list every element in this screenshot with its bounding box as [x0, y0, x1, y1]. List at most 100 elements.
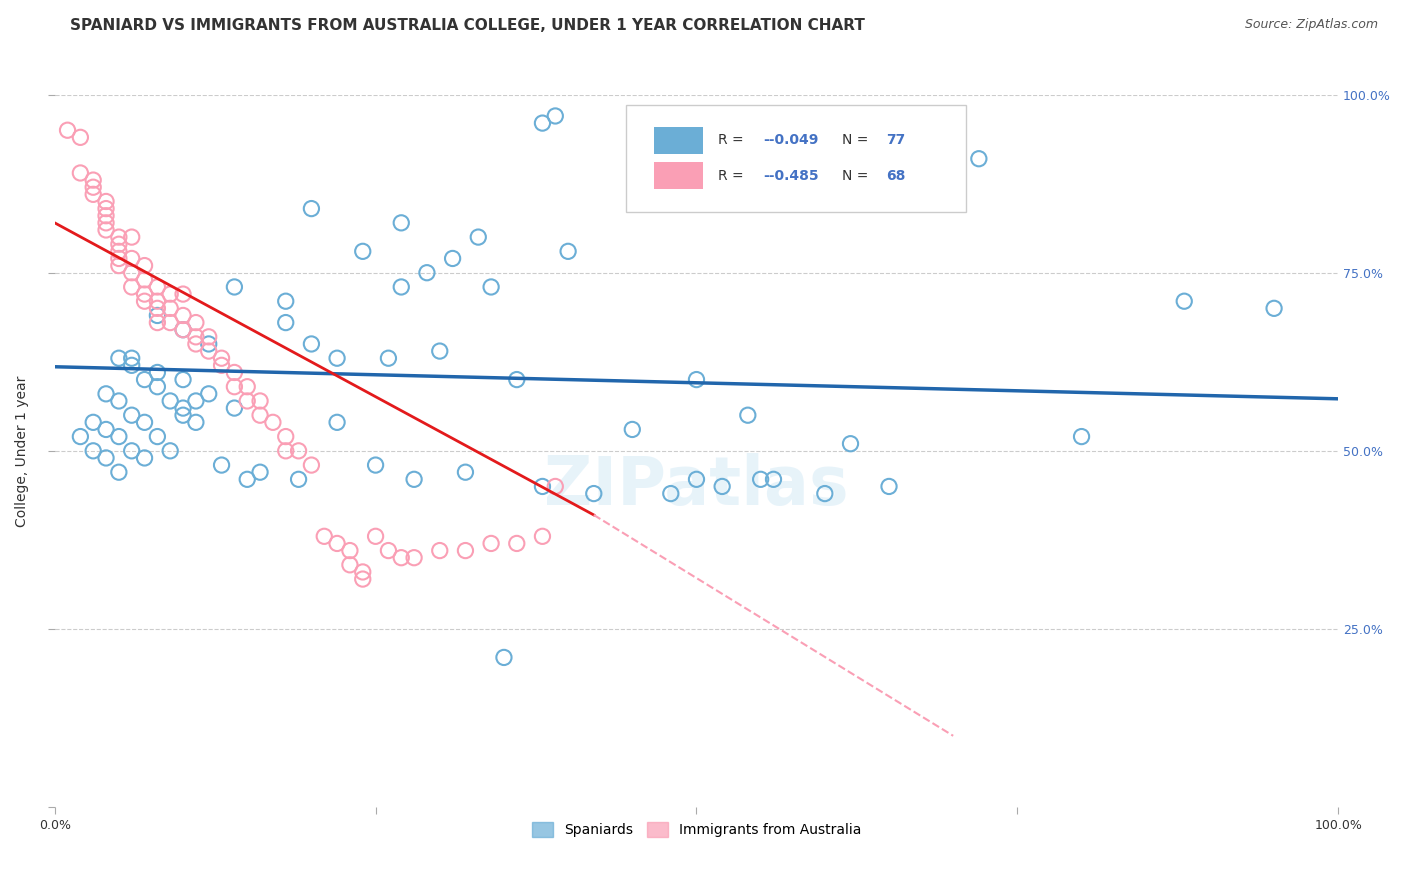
Point	[184, 330, 207, 344]
Point	[108, 230, 131, 244]
Text: SPANIARD VS IMMIGRANTS FROM AUSTRALIA COLLEGE, UNDER 1 YEAR CORRELATION CHART: SPANIARD VS IMMIGRANTS FROM AUSTRALIA CO…	[70, 18, 865, 33]
Point	[69, 166, 91, 180]
Point	[184, 337, 207, 351]
Point	[134, 450, 156, 465]
Point	[108, 244, 131, 259]
Point	[224, 366, 246, 380]
Point	[839, 436, 862, 450]
Legend: Spaniards, Immigrants from Australia: Spaniards, Immigrants from Australia	[526, 817, 866, 843]
Point	[352, 244, 374, 259]
Point	[121, 230, 143, 244]
Point	[159, 443, 181, 458]
Point	[506, 536, 529, 550]
Point	[814, 486, 837, 500]
Point	[339, 543, 361, 558]
Point	[659, 486, 682, 500]
Point	[69, 429, 91, 443]
Point	[134, 415, 156, 429]
Point	[146, 280, 169, 294]
Point	[108, 394, 131, 409]
Point	[1173, 294, 1195, 309]
Point	[364, 529, 387, 543]
Point	[82, 173, 104, 187]
Point	[389, 550, 412, 565]
Point	[197, 344, 219, 359]
Point	[146, 380, 169, 394]
Point	[364, 458, 387, 472]
Point	[389, 216, 412, 230]
Point	[211, 458, 233, 472]
Point	[94, 422, 117, 436]
Point	[339, 558, 361, 572]
Point	[197, 337, 219, 351]
Point	[274, 316, 297, 330]
Point	[249, 408, 271, 422]
Point	[749, 472, 772, 486]
Point	[454, 465, 477, 479]
Point	[326, 351, 349, 366]
Point	[94, 387, 117, 401]
Point	[299, 337, 322, 351]
Point	[172, 287, 194, 301]
Point	[146, 301, 169, 316]
Point	[557, 244, 579, 259]
Point	[108, 259, 131, 273]
Point	[184, 394, 207, 409]
Point	[506, 373, 529, 387]
Point	[172, 309, 194, 323]
Y-axis label: College, Under 1 year: College, Under 1 year	[15, 376, 30, 526]
Point	[249, 394, 271, 409]
Point	[429, 543, 451, 558]
Point	[441, 252, 464, 266]
Text: --0.485: --0.485	[763, 169, 818, 183]
Point	[582, 486, 605, 500]
Point	[531, 529, 554, 543]
Point	[492, 650, 515, 665]
Point	[454, 543, 477, 558]
Point	[429, 344, 451, 359]
FancyBboxPatch shape	[654, 127, 703, 153]
Point	[224, 401, 246, 415]
Point	[172, 408, 194, 422]
Point	[108, 252, 131, 266]
Point	[377, 543, 399, 558]
Point	[108, 351, 131, 366]
Text: R =: R =	[718, 133, 748, 147]
Point	[479, 280, 502, 294]
Point	[82, 187, 104, 202]
Text: 68: 68	[886, 169, 905, 183]
Point	[274, 443, 297, 458]
Point	[274, 294, 297, 309]
Text: R =: R =	[718, 169, 748, 183]
Point	[479, 536, 502, 550]
Point	[134, 287, 156, 301]
Point	[172, 401, 194, 415]
Point	[326, 415, 349, 429]
Point	[404, 472, 426, 486]
Point	[82, 443, 104, 458]
Text: --0.049: --0.049	[763, 133, 818, 147]
Point	[314, 529, 336, 543]
Point	[159, 394, 181, 409]
Point	[121, 252, 143, 266]
Point	[94, 202, 117, 216]
Point	[146, 429, 169, 443]
Point	[531, 479, 554, 493]
Point	[108, 237, 131, 252]
Point	[224, 380, 246, 394]
Point	[211, 359, 233, 373]
Point	[146, 294, 169, 309]
Point	[94, 194, 117, 209]
Point	[134, 294, 156, 309]
Point	[146, 309, 169, 323]
Point	[467, 230, 489, 244]
Point	[352, 565, 374, 579]
Point	[94, 216, 117, 230]
Point	[121, 266, 143, 280]
Point	[211, 351, 233, 366]
Point	[236, 472, 259, 486]
Point	[121, 351, 143, 366]
Point	[134, 373, 156, 387]
Point	[544, 109, 567, 123]
Point	[159, 301, 181, 316]
